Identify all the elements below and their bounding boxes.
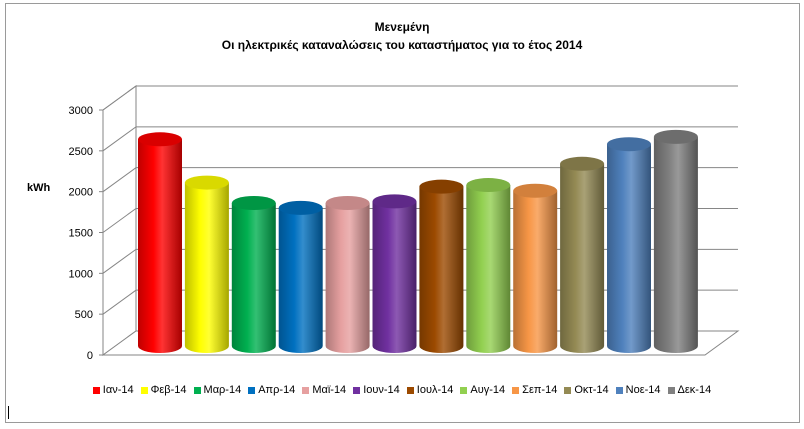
bar-9 [513, 183, 558, 353]
legend-label: Ιουν-14 [363, 384, 400, 396]
bar-body [325, 203, 370, 353]
y-tick-label: 0 [87, 350, 93, 362]
bar-top [560, 156, 605, 171]
y-tick-label: 1000 [69, 268, 93, 280]
bar-7 [419, 179, 464, 353]
legend-swatch [302, 386, 310, 394]
bar-12 [653, 129, 698, 353]
bar-top [653, 129, 698, 144]
bar-body [184, 182, 229, 353]
bar-top [466, 178, 511, 193]
bar-11 [607, 137, 651, 353]
bar-top [372, 194, 417, 209]
y-tick-label: 3000 [69, 105, 93, 117]
legend-item: Σεπ-14 [512, 384, 557, 396]
bar-3 [231, 196, 276, 353]
legend-label: Απρ-14 [258, 384, 296, 396]
legend-item: Ιαν-14 [92, 384, 134, 396]
legend-item: Αυγ-14 [460, 384, 505, 396]
bar-body [278, 207, 323, 353]
bar-top [278, 200, 323, 215]
bar-body [607, 144, 651, 353]
bar-body [372, 201, 417, 353]
y-tick-label: 2500 [69, 146, 93, 158]
gridline [102, 126, 738, 152]
bar-top [607, 137, 651, 152]
bar-top [184, 175, 229, 190]
gridline [102, 167, 738, 193]
bar-top [231, 196, 276, 210]
legend-swatch [193, 386, 201, 394]
legend-swatch [667, 386, 675, 394]
bar-body [653, 136, 698, 353]
legend-label: Σεπ-14 [522, 384, 558, 396]
legend-swatch [140, 386, 148, 394]
y-tick-label: 2000 [69, 187, 93, 199]
legend-label: Φεβ-14 [150, 384, 187, 396]
bar-body [138, 139, 182, 353]
legend: Ιαν-14 Φεβ-14 Μαρ-14 Απρ-14 Μαϊ-14 Ιουν-14 Ιου… [0, 384, 804, 396]
bar-8 [466, 178, 511, 353]
bar-6 [372, 194, 417, 353]
legend-item: Ιουλ-14 [406, 384, 454, 396]
legend-item: Οκτ-14 [564, 384, 609, 396]
legend-item: Μαρ-14 [193, 384, 242, 396]
legend-swatch [406, 386, 414, 394]
bar-body [560, 163, 605, 353]
legend-label: Νοε-14 [625, 384, 661, 396]
bar-10 [560, 156, 605, 353]
bar-body [466, 185, 511, 353]
chart-subtitle: Οι ηλεκτρικές καταναλώσεις του καταστήμα… [221, 38, 583, 52]
legend-label: Δεκ-14 [677, 384, 712, 396]
bar-body [513, 190, 558, 353]
legend-label: Μαρ-14 [203, 384, 242, 396]
legend-swatch [615, 386, 623, 394]
legend-item: Απρ-14 [248, 384, 295, 396]
legend-label: Αυγ-14 [470, 384, 506, 396]
bar-4 [278, 200, 323, 353]
bar-top [513, 183, 558, 198]
legend-item: Δεκ-14 [667, 384, 712, 396]
legend-swatch [512, 386, 520, 394]
legend-label: Ιαν-14 [102, 384, 134, 396]
legend-item: Φεβ-14 [140, 384, 187, 396]
legend-swatch [92, 386, 100, 394]
y-axis-label: kWh [27, 182, 51, 194]
bar-top [419, 179, 464, 194]
y-tick-label: 1500 [69, 228, 93, 240]
legend-item: Νοε-14 [615, 384, 661, 396]
legend-swatch [353, 386, 361, 394]
bar-top [138, 132, 182, 147]
legend-item: Μαϊ-14 [302, 384, 346, 396]
legend-swatch [564, 386, 572, 394]
legend-swatch [460, 386, 468, 394]
bar-body [231, 203, 276, 353]
bar-body [419, 186, 464, 353]
legend-label: Μαϊ-14 [312, 384, 347, 396]
bar-5 [325, 196, 370, 353]
gridline [102, 85, 738, 111]
bar-2 [184, 175, 229, 353]
chart-title: Μενεμένη [374, 20, 430, 34]
bar-1 [138, 132, 182, 353]
legend-swatch [248, 386, 256, 394]
legend-label: Οκτ-14 [574, 384, 609, 396]
text-cursor [8, 406, 9, 419]
y-tick-label: 500 [75, 309, 93, 321]
legend-label: Ιουλ-14 [416, 384, 454, 396]
bar-top [325, 196, 370, 210]
legend-item: Ιουν-14 [353, 384, 400, 396]
